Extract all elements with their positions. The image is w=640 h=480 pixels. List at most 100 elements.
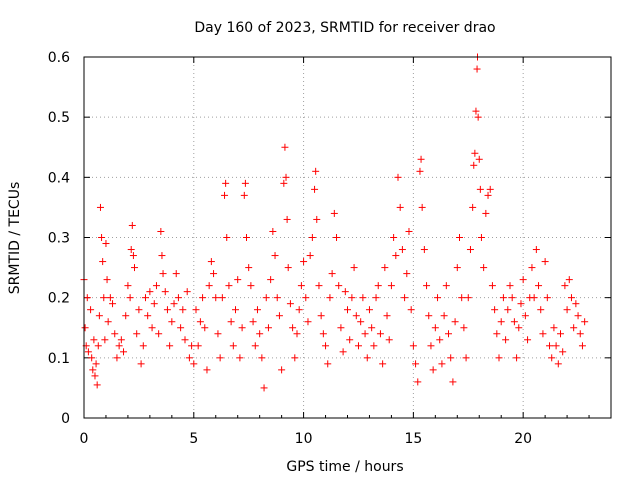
data-point	[289, 324, 297, 332]
data-point	[308, 234, 316, 241]
data-point	[499, 294, 507, 302]
data-point	[417, 155, 425, 163]
data-point	[148, 324, 156, 332]
data-point	[155, 330, 163, 338]
data-point	[253, 306, 261, 314]
data-point	[324, 360, 332, 368]
data-point	[515, 324, 523, 332]
data-point	[95, 312, 103, 320]
data-point	[214, 330, 222, 338]
data-point	[295, 306, 303, 314]
data-point	[528, 264, 536, 272]
data-point	[99, 258, 107, 266]
data-point	[543, 294, 551, 302]
data-point	[317, 312, 325, 320]
data-point	[245, 264, 253, 272]
data-point	[218, 294, 226, 302]
data-point	[278, 366, 286, 374]
data-point	[440, 312, 448, 320]
data-point	[416, 167, 424, 175]
data-point	[458, 294, 466, 302]
data-point	[451, 318, 459, 326]
y-tick-label: 0	[61, 411, 70, 427]
data-point	[344, 306, 351, 314]
y-tick-label: 0.2	[48, 291, 70, 307]
plot-frame	[83, 56, 612, 419]
data-point	[548, 354, 556, 362]
data-point	[476, 185, 484, 193]
data-point	[447, 354, 455, 362]
data-point	[297, 282, 305, 290]
data-point	[280, 179, 288, 187]
data-point	[482, 209, 490, 217]
data-point	[170, 300, 178, 308]
data-point	[390, 234, 398, 241]
data-point	[90, 336, 98, 344]
x-tick-label: 0	[80, 431, 89, 447]
data-point	[190, 360, 198, 368]
data-point	[267, 276, 275, 284]
data-point	[328, 270, 336, 278]
data-point	[83, 294, 91, 302]
data-point	[572, 300, 580, 308]
y-axis-label: SRMTID / TECUs	[7, 182, 23, 295]
data-point	[293, 330, 301, 338]
data-point	[103, 276, 111, 284]
data-point	[126, 294, 134, 302]
data-point	[188, 342, 196, 350]
data-point	[368, 324, 376, 332]
data-point	[392, 252, 400, 260]
data-point	[229, 342, 237, 350]
data-point	[181, 336, 189, 344]
data-point	[365, 306, 373, 314]
data-point	[282, 173, 290, 181]
data-point	[94, 342, 102, 350]
data-point	[460, 324, 468, 332]
data-point	[335, 282, 343, 290]
data-point	[470, 161, 478, 169]
data-point	[578, 342, 586, 350]
data-point	[438, 360, 446, 368]
data-point	[203, 366, 211, 374]
data-point	[546, 342, 554, 350]
data-point	[177, 324, 185, 332]
data-point	[385, 336, 393, 344]
data-point	[477, 234, 485, 241]
data-point	[574, 312, 582, 320]
data-point	[409, 342, 417, 350]
data-point	[194, 342, 202, 350]
data-point	[124, 282, 132, 290]
data-point	[423, 282, 431, 290]
data-point	[306, 252, 314, 260]
data-point	[474, 113, 482, 121]
data-point	[139, 342, 147, 350]
data-point	[471, 149, 479, 157]
data-point	[232, 306, 240, 314]
data-point	[101, 336, 109, 344]
x-tick-label: 20	[514, 431, 532, 447]
data-point	[312, 167, 320, 175]
data-point	[581, 318, 589, 326]
data-point	[120, 348, 128, 356]
data-point	[315, 282, 323, 290]
data-point	[379, 360, 387, 368]
data-point	[552, 342, 560, 350]
data-point	[407, 306, 415, 314]
data-point	[449, 378, 457, 386]
data-point	[517, 300, 525, 308]
data-point	[436, 336, 444, 344]
data-point	[339, 348, 347, 356]
data-point	[348, 294, 356, 302]
data-point	[346, 336, 354, 344]
data-point	[425, 312, 433, 320]
data-point	[431, 324, 439, 332]
data-point	[401, 294, 409, 302]
data-point	[84, 348, 92, 356]
data-point	[541, 258, 549, 266]
data-point	[337, 324, 345, 332]
data-point	[300, 258, 308, 266]
x-tick-labels: 0 5 10 15 20	[80, 431, 533, 447]
data-point	[429, 366, 437, 374]
data-point	[464, 294, 472, 302]
data-point	[333, 234, 341, 241]
